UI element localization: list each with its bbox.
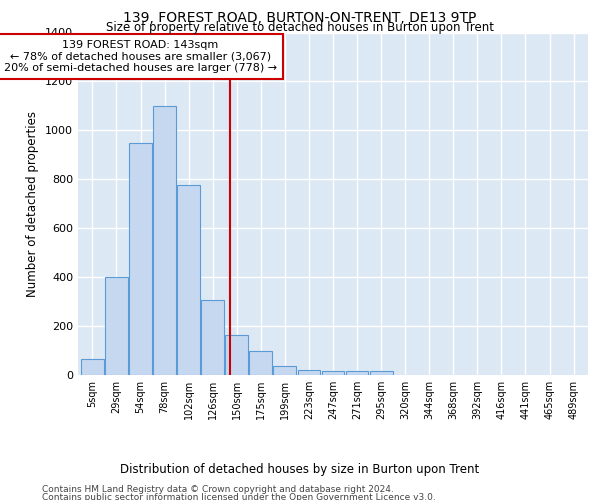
- Y-axis label: Number of detached properties: Number of detached properties: [26, 111, 40, 296]
- Bar: [177, 186, 200, 375]
- Bar: [226, 334, 248, 375]
- Bar: [346, 372, 368, 375]
- Bar: [201, 300, 224, 375]
- Bar: [81, 359, 104, 375]
- Text: Distribution of detached houses by size in Burton upon Trent: Distribution of detached houses by size …: [121, 462, 479, 475]
- Bar: [105, 277, 128, 375]
- Text: 139, FOREST ROAD, BURTON-ON-TRENT, DE13 9TP: 139, FOREST ROAD, BURTON-ON-TRENT, DE13 …: [124, 11, 476, 25]
- Bar: [153, 106, 176, 375]
- Bar: [370, 372, 392, 375]
- Text: Contains public sector information licensed under the Open Government Licence v3: Contains public sector information licen…: [42, 494, 436, 500]
- Text: Contains HM Land Registry data © Crown copyright and database right 2024.: Contains HM Land Registry data © Crown c…: [42, 485, 394, 494]
- Text: Size of property relative to detached houses in Burton upon Trent: Size of property relative to detached ho…: [106, 21, 494, 34]
- Bar: [129, 142, 152, 375]
- Bar: [298, 370, 320, 375]
- Bar: [322, 372, 344, 375]
- Bar: [250, 350, 272, 375]
- Text: 139 FOREST ROAD: 143sqm
← 78% of detached houses are smaller (3,067)
20% of semi: 139 FOREST ROAD: 143sqm ← 78% of detache…: [4, 40, 277, 73]
- Bar: [274, 366, 296, 375]
